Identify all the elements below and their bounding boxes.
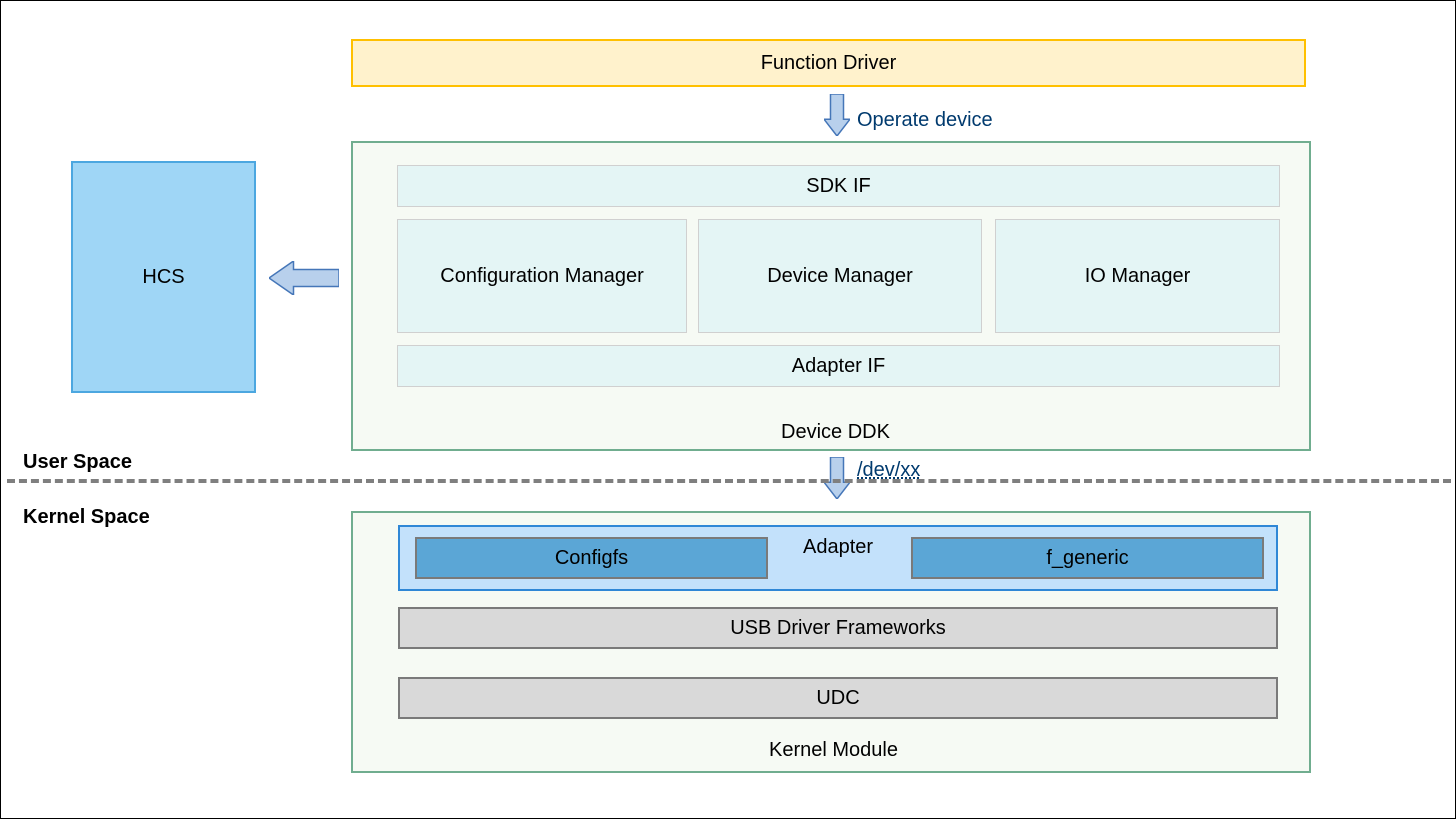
adapter-if-label: Adapter IF <box>792 355 885 378</box>
kernel-module-label: Kernel Module <box>769 739 898 762</box>
device-manager-label: Device Manager <box>767 265 913 288</box>
usb-driver-frameworks-label: USB Driver Frameworks <box>730 617 946 640</box>
udc-label: UDC <box>816 687 859 710</box>
kernel-space-label: Kernel Space <box>23 506 150 529</box>
hcs-box: HCS <box>71 161 256 393</box>
user-kernel-divider <box>7 479 1451 483</box>
config-manager-label: Configuration Manager <box>440 265 643 288</box>
sdk-if-box: SDK IF <box>397 165 1280 207</box>
arrow-down-dev <box>824 457 850 499</box>
config-manager-box: Configuration Manager <box>397 219 687 333</box>
f-generic-label: f_generic <box>1046 547 1128 570</box>
hcs-label: HCS <box>142 266 184 289</box>
user-space-label: User Space <box>23 451 132 474</box>
sdk-if-label: SDK IF <box>806 175 870 198</box>
function-driver-label: Function Driver <box>761 52 897 75</box>
configfs-box: Configfs <box>415 537 768 579</box>
device-ddk-label: Device DDK <box>781 421 890 444</box>
adapter-if-box: Adapter IF <box>397 345 1280 387</box>
udc-box: UDC <box>398 677 1278 719</box>
device-manager-box: Device Manager <box>698 219 982 333</box>
configfs-label: Configfs <box>555 547 628 570</box>
diagram-canvas: Function Driver Operate device HCS SDK I… <box>0 0 1456 819</box>
function-driver-box: Function Driver <box>351 39 1306 87</box>
f-generic-box: f_generic <box>911 537 1264 579</box>
operate-device-label: Operate device <box>857 109 993 132</box>
adapter-label: Adapter <box>803 536 873 559</box>
io-manager-box: IO Manager <box>995 219 1280 333</box>
io-manager-label: IO Manager <box>1085 265 1191 288</box>
arrow-down-operate <box>824 94 850 136</box>
arrow-left-hcs <box>269 261 339 295</box>
usb-driver-frameworks-box: USB Driver Frameworks <box>398 607 1278 649</box>
